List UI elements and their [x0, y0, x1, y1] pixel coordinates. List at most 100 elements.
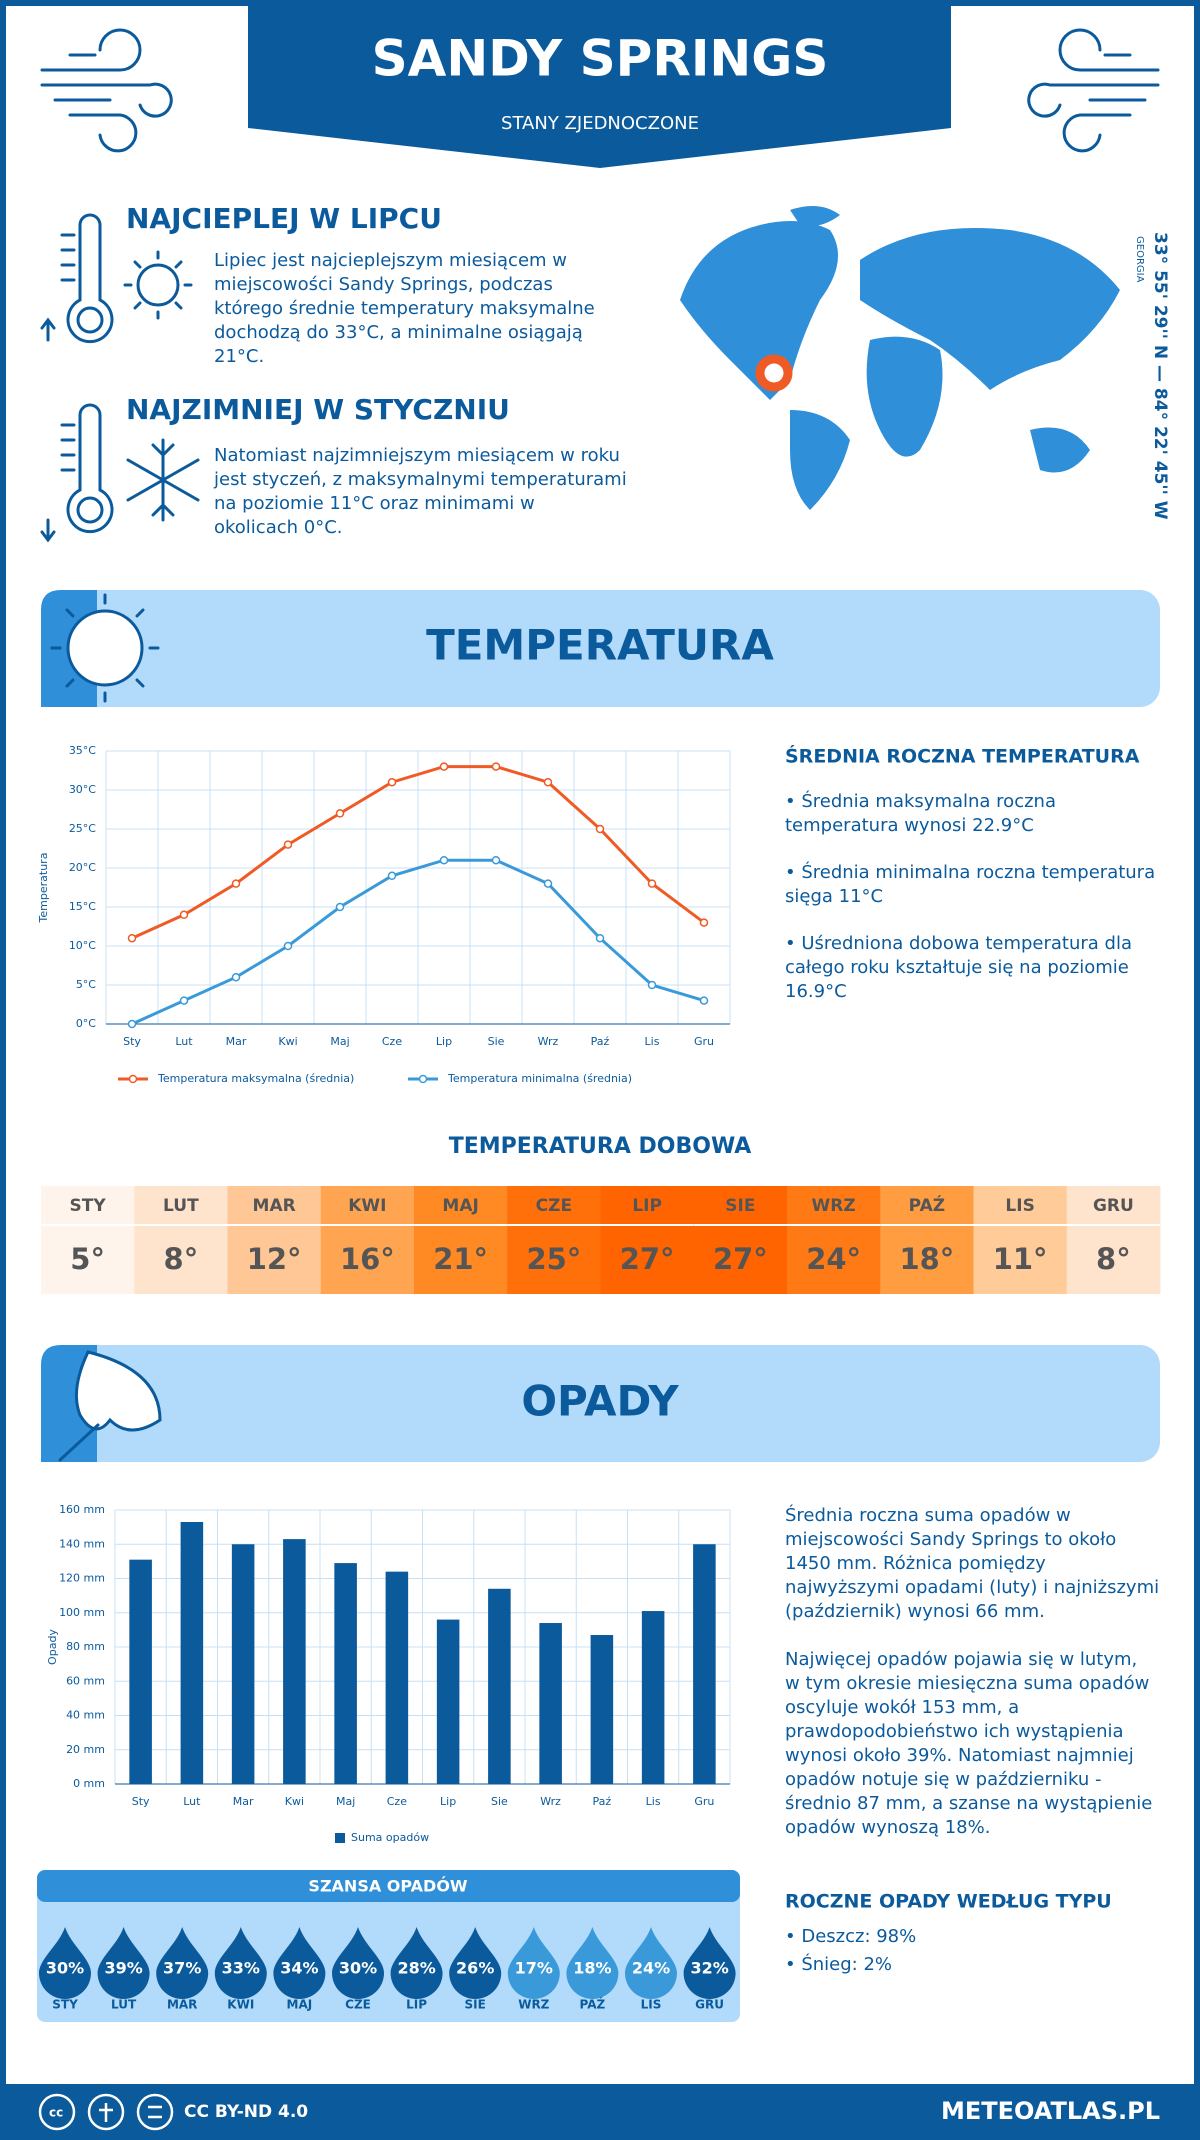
y-tick-label: 160 mm — [59, 1503, 105, 1516]
month-label: SIE — [725, 1196, 755, 1216]
temp-cell — [787, 1186, 881, 1294]
y-tick-label: 20 mm — [66, 1743, 105, 1756]
month-label: LUT — [163, 1196, 199, 1216]
bar — [436, 1619, 460, 1784]
data-point — [699, 996, 709, 1005]
location-marker — [755, 354, 793, 392]
chance-box — [37, 1870, 740, 2022]
y-tick-label: 40 mm — [66, 1709, 105, 1722]
temp-value: 24° — [806, 1242, 861, 1276]
bar — [539, 1623, 562, 1784]
temp-summary-item: • Uśredniona dobowa temperatura dla — [785, 933, 1132, 954]
warmest-text: Lipiec jest najcieplejszym miesiącem w — [214, 250, 567, 271]
precip-text: w tym okresie miesięczna suma opadów — [785, 1673, 1149, 1694]
sun-icon — [50, 593, 160, 703]
legend-label: Temperatura maksymalna (średnia) — [157, 1072, 354, 1085]
thermometer-icon — [40, 213, 200, 543]
precip-text: 1450 mm. Różnica pomiędzy — [785, 1553, 1046, 1574]
rain-drop — [683, 1927, 736, 2000]
chance-month: GRU — [695, 1998, 724, 2012]
month-label: GRU — [1093, 1196, 1134, 1216]
rain-drop — [332, 1927, 384, 1999]
world-map — [680, 206, 1120, 510]
temp-value: 25° — [526, 1242, 581, 1276]
temp-summary-item: sięga 11°C — [785, 886, 883, 907]
x-tick-label: Sie — [491, 1795, 508, 1808]
precip-text: oscyluje wokół 153 mm, a — [785, 1697, 1019, 1718]
data-point — [335, 902, 345, 912]
rain-drop — [507, 1927, 560, 2000]
temp-summary-item: całego roku kształtuje się na poziomie — [785, 957, 1129, 978]
data-point — [491, 762, 501, 771]
temp-value: 16° — [340, 1242, 395, 1276]
data-point — [231, 879, 241, 888]
data-point — [647, 879, 657, 888]
legend-label: Suma opadów — [351, 1831, 429, 1844]
bar — [334, 1563, 357, 1784]
bar — [693, 1544, 716, 1784]
chance-month: SIE — [465, 1998, 486, 2012]
legend-label: Temperatura minimalna (średnia) — [447, 1072, 632, 1085]
temp-cell — [600, 1186, 695, 1294]
y-tick-label: 25°C — [69, 822, 96, 835]
x-tick-label: Mar — [226, 1035, 247, 1048]
month-label: LIP — [632, 1196, 662, 1216]
chance-value: 37% — [163, 1959, 201, 1978]
section-title: TEMPERATURA — [426, 621, 774, 670]
temp-cell — [507, 1186, 601, 1294]
chance-value: 26% — [456, 1959, 494, 1978]
y-tick-label: 10°C — [69, 939, 96, 952]
x-tick-label: Cze — [382, 1035, 402, 1048]
warmest-text: którego średnie temperatury maksymalne — [214, 298, 595, 319]
precip-type-item: • Śnieg: 2% — [785, 1953, 892, 1975]
temp-summary-item: 16.9°C — [785, 981, 847, 1002]
x-tick-label: Lis — [646, 1795, 661, 1808]
legend-swatch — [418, 1074, 428, 1084]
coldest-text: na poziomie 11°C oraz minimami w — [214, 493, 535, 514]
x-tick-label: Lip — [436, 1035, 452, 1048]
data-point — [647, 980, 657, 990]
temp-value: 27° — [713, 1242, 768, 1276]
y-tick-label: 5°C — [76, 978, 96, 991]
y-tick-label: 20°C — [69, 861, 96, 874]
y-tick-label: 120 mm — [59, 1572, 105, 1585]
bar — [129, 1559, 152, 1784]
x-tick-label: Lut — [183, 1795, 201, 1808]
temp-cell — [41, 1186, 135, 1294]
x-tick-label: Gru — [694, 1795, 714, 1808]
temp-value: 27° — [620, 1242, 675, 1276]
section-title: OPADY — [521, 1377, 679, 1426]
y-tick-label: 0°C — [76, 1017, 96, 1030]
temp-value: 11° — [993, 1242, 1048, 1276]
precip-text: wynosi około 39%. Natomiast najmniej — [785, 1745, 1134, 1766]
data-point — [439, 762, 449, 771]
precip-type-item: • Deszcz: 98% — [785, 1926, 916, 1947]
x-tick-label: Maj — [336, 1795, 355, 1808]
temp-value: 21° — [433, 1242, 488, 1276]
chance-month: PAŹ — [580, 1997, 606, 2012]
y-tick-label: 30°C — [69, 783, 96, 796]
precip-text: Najwięcej opadów pojawia się w lutym, — [785, 1649, 1137, 1670]
coldest-text: jest styczeń, z maksymalnymi temperatura… — [213, 469, 627, 490]
temp-summary-item: temperatura wynosi 22.9°C — [785, 815, 1034, 836]
chance-month: KWI — [227, 1998, 254, 2012]
chance-month: LIS — [641, 1998, 662, 2012]
rain-drop — [214, 1927, 267, 2000]
data-point — [595, 933, 605, 943]
rain-drop — [625, 1927, 677, 1999]
x-tick-label: Sie — [488, 1035, 505, 1048]
temp-cell — [1066, 1186, 1161, 1294]
precip-text: opadów wynoszą 18%. — [785, 1817, 990, 1838]
temp-cell — [880, 1186, 974, 1294]
month-label: MAJ — [442, 1196, 478, 1216]
chance-month: MAR — [167, 1998, 197, 2012]
chance-month: STY — [52, 1998, 78, 2012]
bar — [231, 1544, 255, 1784]
temp-summary-item: • Średnia maksymalna roczna — [785, 790, 1056, 812]
month-label: MAR — [253, 1196, 296, 1216]
chance-month: LUT — [111, 1998, 137, 2012]
chance-value: 18% — [573, 1959, 611, 1978]
data-point — [543, 777, 553, 787]
precip-text: najwyższymi opadami (luty) i najniższymi — [785, 1577, 1159, 1598]
precip-text: miejscowości Sandy Springs to około — [785, 1529, 1116, 1550]
